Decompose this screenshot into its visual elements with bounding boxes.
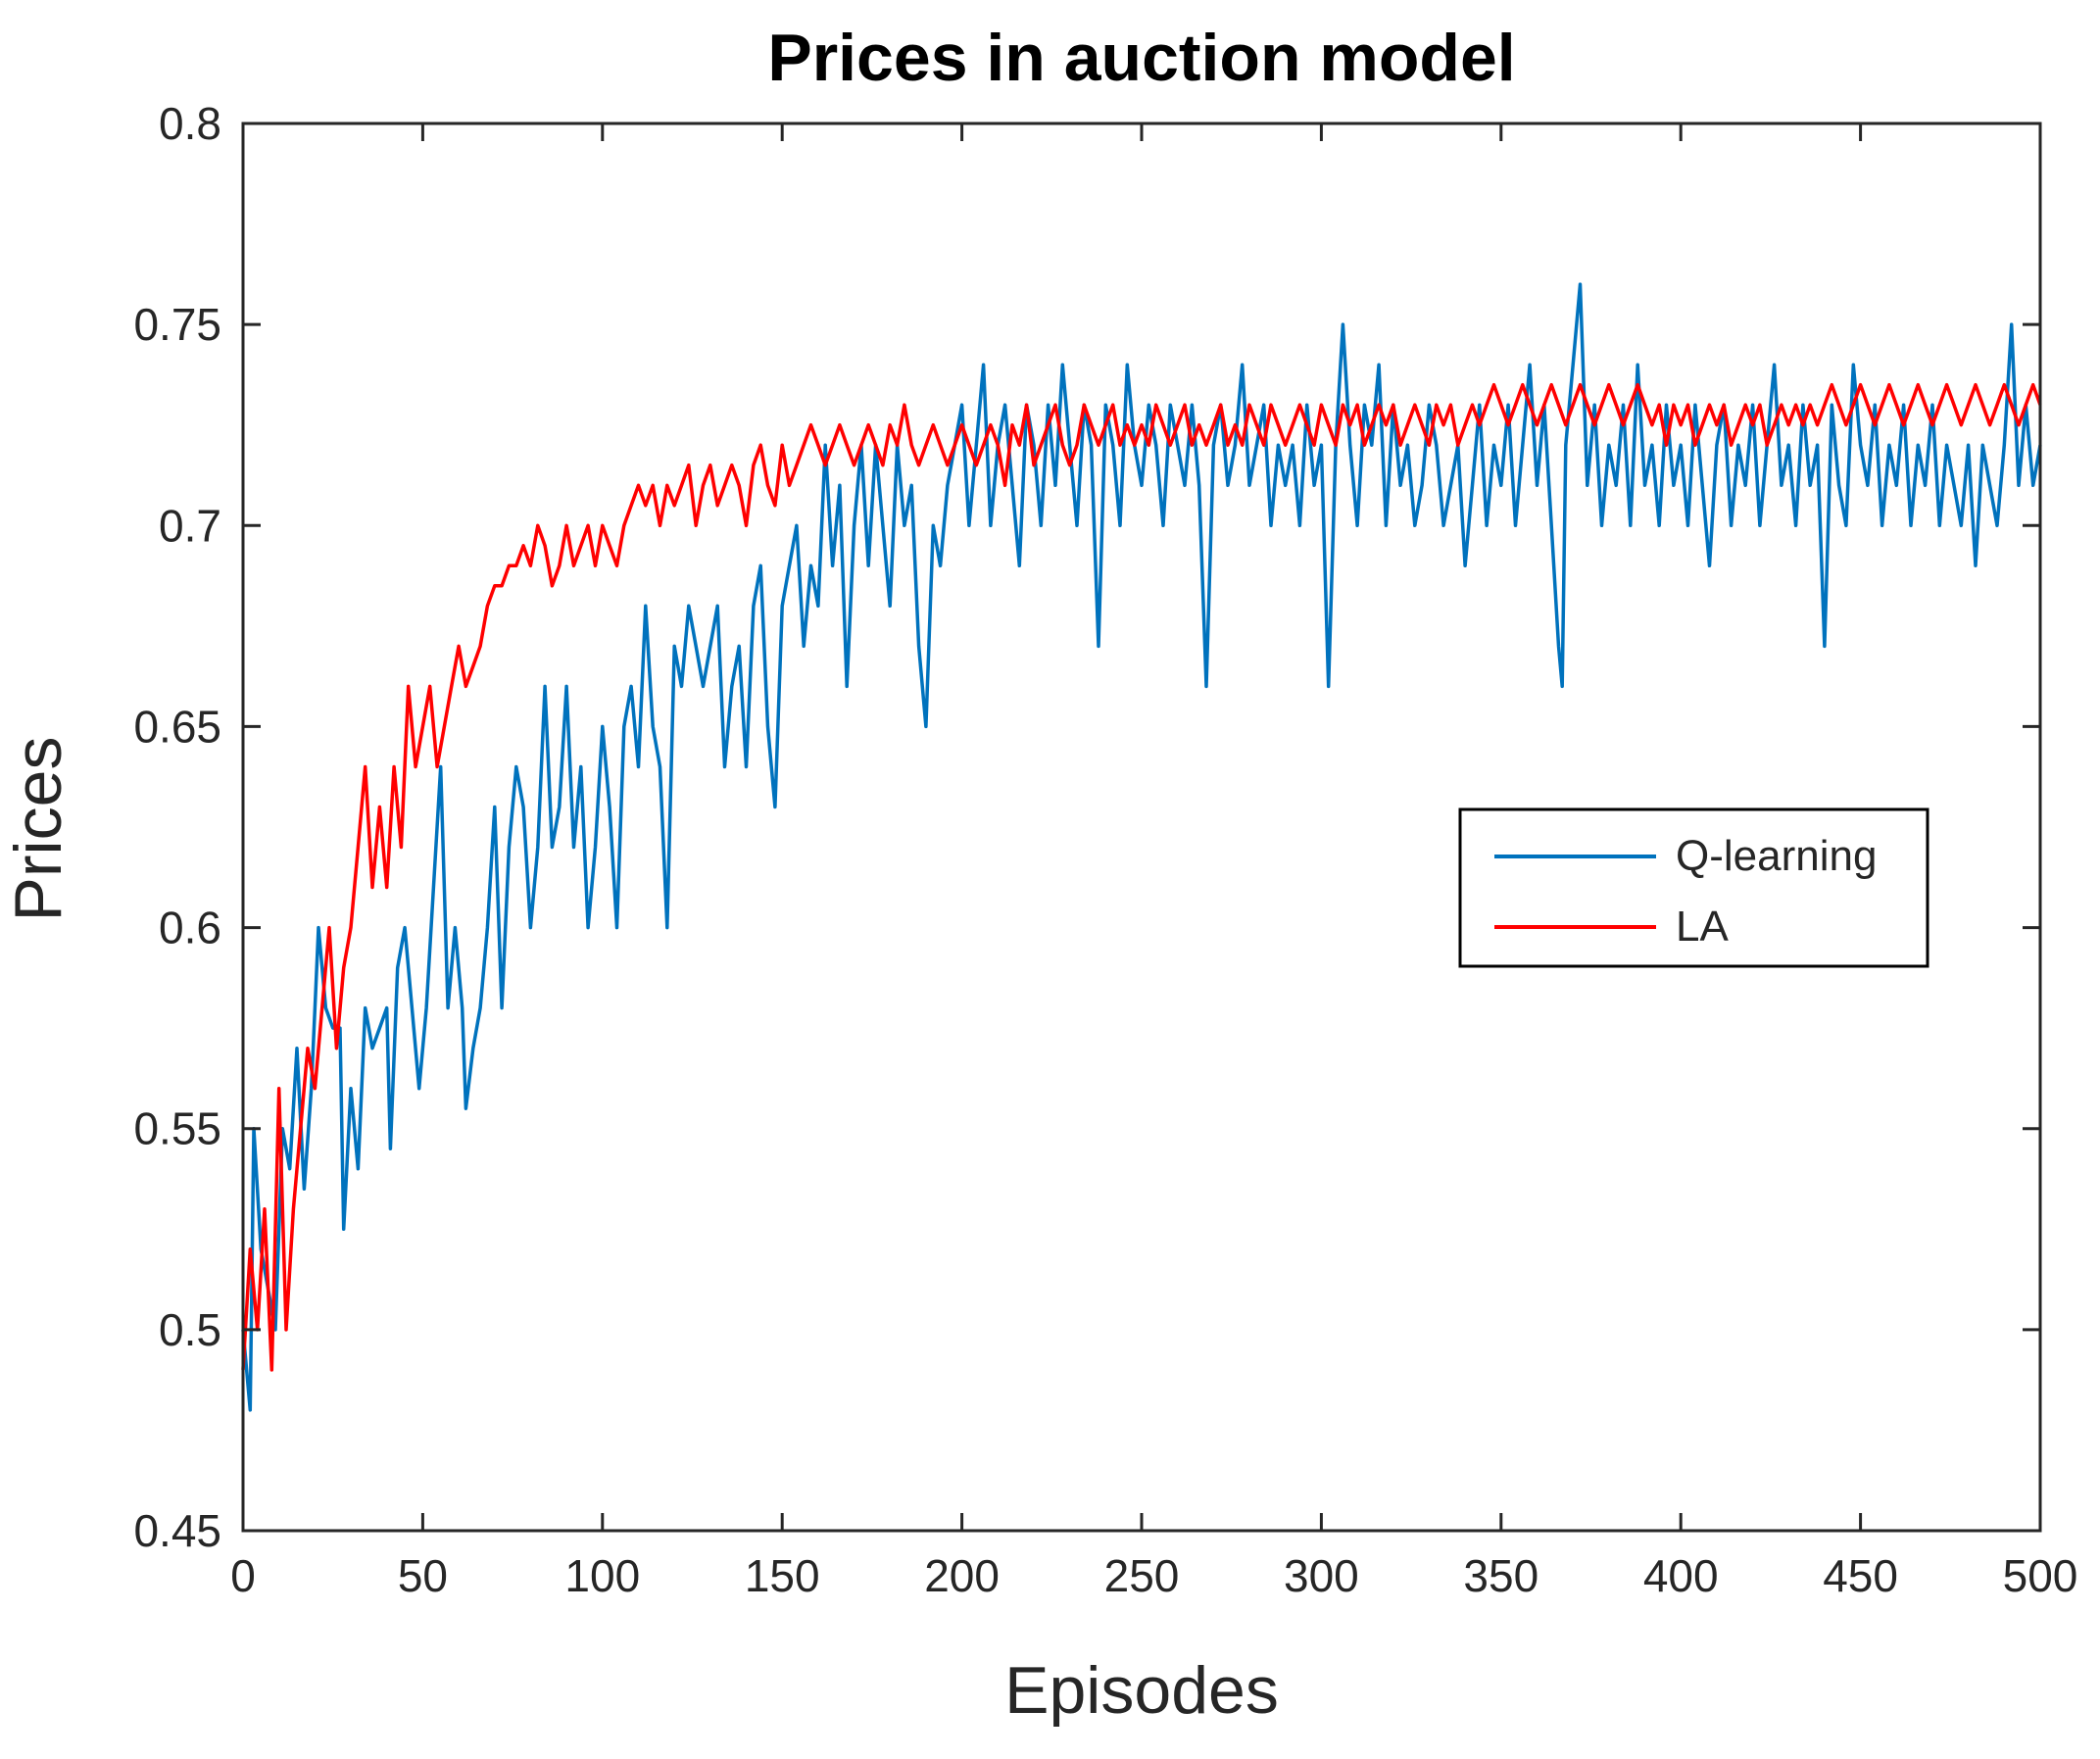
plot-area: 0 50 100 150 200 250 300 350 400 450 500 0.45 0.5 0.5… <box>133 98 2077 1601</box>
y-tick-label: 0.65 <box>133 701 221 752</box>
y-tick-label: 0.6 <box>159 903 221 953</box>
x-tick-label: 500 <box>2003 1550 2078 1601</box>
x-tick-label: 200 <box>924 1550 1000 1601</box>
y-tick-label: 0.55 <box>133 1103 221 1154</box>
y-tick-label: 0.5 <box>159 1304 221 1355</box>
x-tick-label: 100 <box>564 1550 640 1601</box>
y-tick-label: 0.8 <box>159 98 221 149</box>
ticks-layer: 0 50 100 150 200 250 300 350 400 450 500 0.45 0.5 0.5… <box>133 98 2077 1601</box>
y-tick-label: 0.45 <box>133 1505 221 1556</box>
chart-title: Prices in auction model <box>767 21 1515 95</box>
series-layer <box>241 282 2042 1412</box>
x-tick-label: 50 <box>398 1550 448 1601</box>
x-tick-label: 350 <box>1463 1550 1538 1601</box>
legend-label-q-learning: Q-learning <box>1676 832 1877 880</box>
x-tick-label: 250 <box>1104 1550 1180 1601</box>
series-line-la <box>241 382 2042 1372</box>
y-tick-label: 0.7 <box>159 500 221 551</box>
x-tick-label: 450 <box>1823 1550 1898 1601</box>
y-tick-label: 0.75 <box>133 299 221 350</box>
y-axis-label: Prices <box>1 737 75 922</box>
legend-label-la: LA <box>1676 903 1729 951</box>
x-tick-label: 150 <box>745 1550 820 1601</box>
legend-box <box>1458 807 1929 968</box>
legend: Q-learning LA <box>1458 807 1929 968</box>
x-tick-label: 0 <box>230 1550 256 1601</box>
x-tick-label: 400 <box>1643 1550 1719 1601</box>
x-tick-label: 300 <box>1284 1550 1359 1601</box>
x-axis-label: Episodes <box>1004 1653 1279 1728</box>
